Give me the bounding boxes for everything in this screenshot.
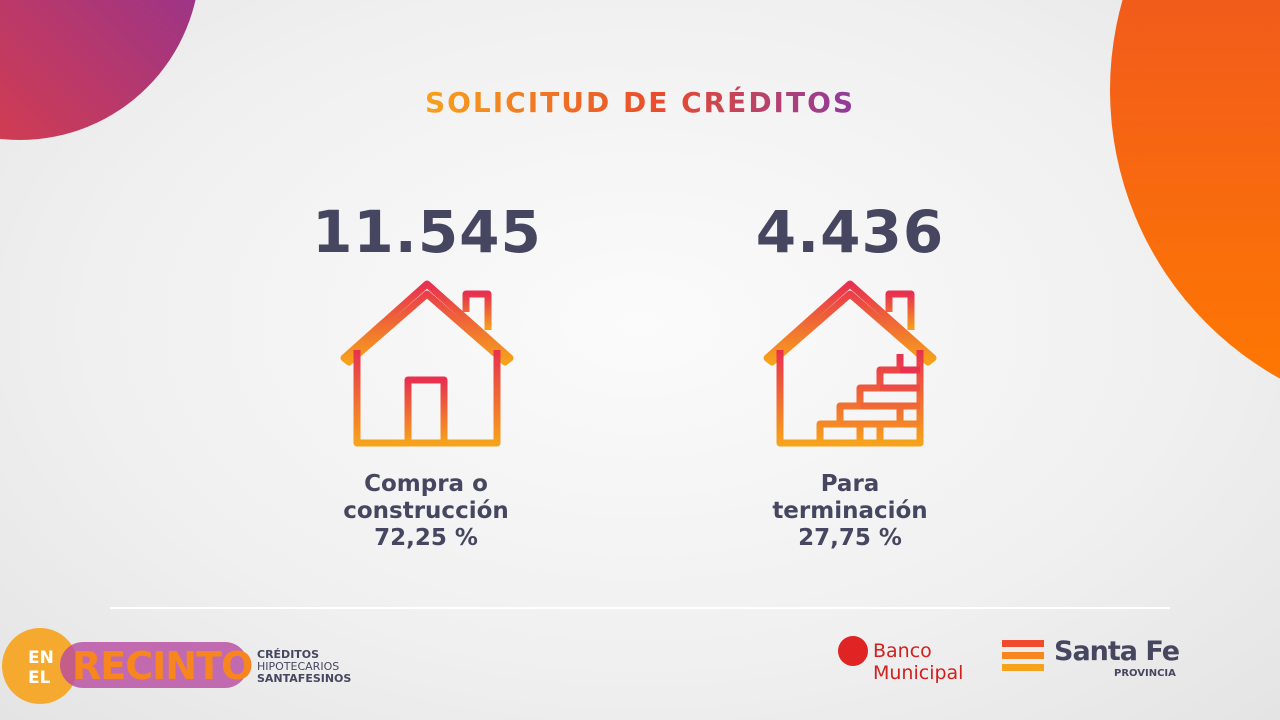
label-line: terminación — [772, 498, 928, 524]
item-label: Compra o construcción 72,25 % — [276, 471, 576, 552]
count: 11.545 — [312, 198, 542, 266]
overlay-word: RECINTO — [72, 644, 253, 688]
text: HIPOTECARIOS — [257, 660, 340, 673]
label-line: Compra o — [364, 471, 488, 497]
label-line: Para — [820, 471, 880, 497]
percent: 27,75 % — [798, 525, 902, 551]
province-sub: PROVINCIA — [1114, 668, 1176, 679]
text: Municipal — [873, 662, 964, 684]
count: 4.436 — [755, 198, 945, 266]
item-label: Para terminación 27,75 % — [700, 471, 1000, 552]
text: SANTAFESINOS — [257, 672, 352, 685]
text: EN — [28, 648, 54, 668]
title: SOLICITUD DE CRÉDITOS — [424, 86, 856, 119]
text: Banco — [873, 640, 932, 662]
percent: 72,25 % — [374, 525, 478, 551]
program-name: CRÉDITOS HIPOTECARIOS SANTAFESINOS — [257, 649, 351, 685]
label-line: construcción — [343, 498, 509, 524]
text: CRÉDITOS — [257, 648, 320, 661]
text: EL — [28, 668, 51, 688]
province: Santa Fe — [1054, 636, 1180, 667]
overlay-small: EN EL — [28, 648, 54, 688]
bank: Banco Municipal — [873, 640, 963, 684]
